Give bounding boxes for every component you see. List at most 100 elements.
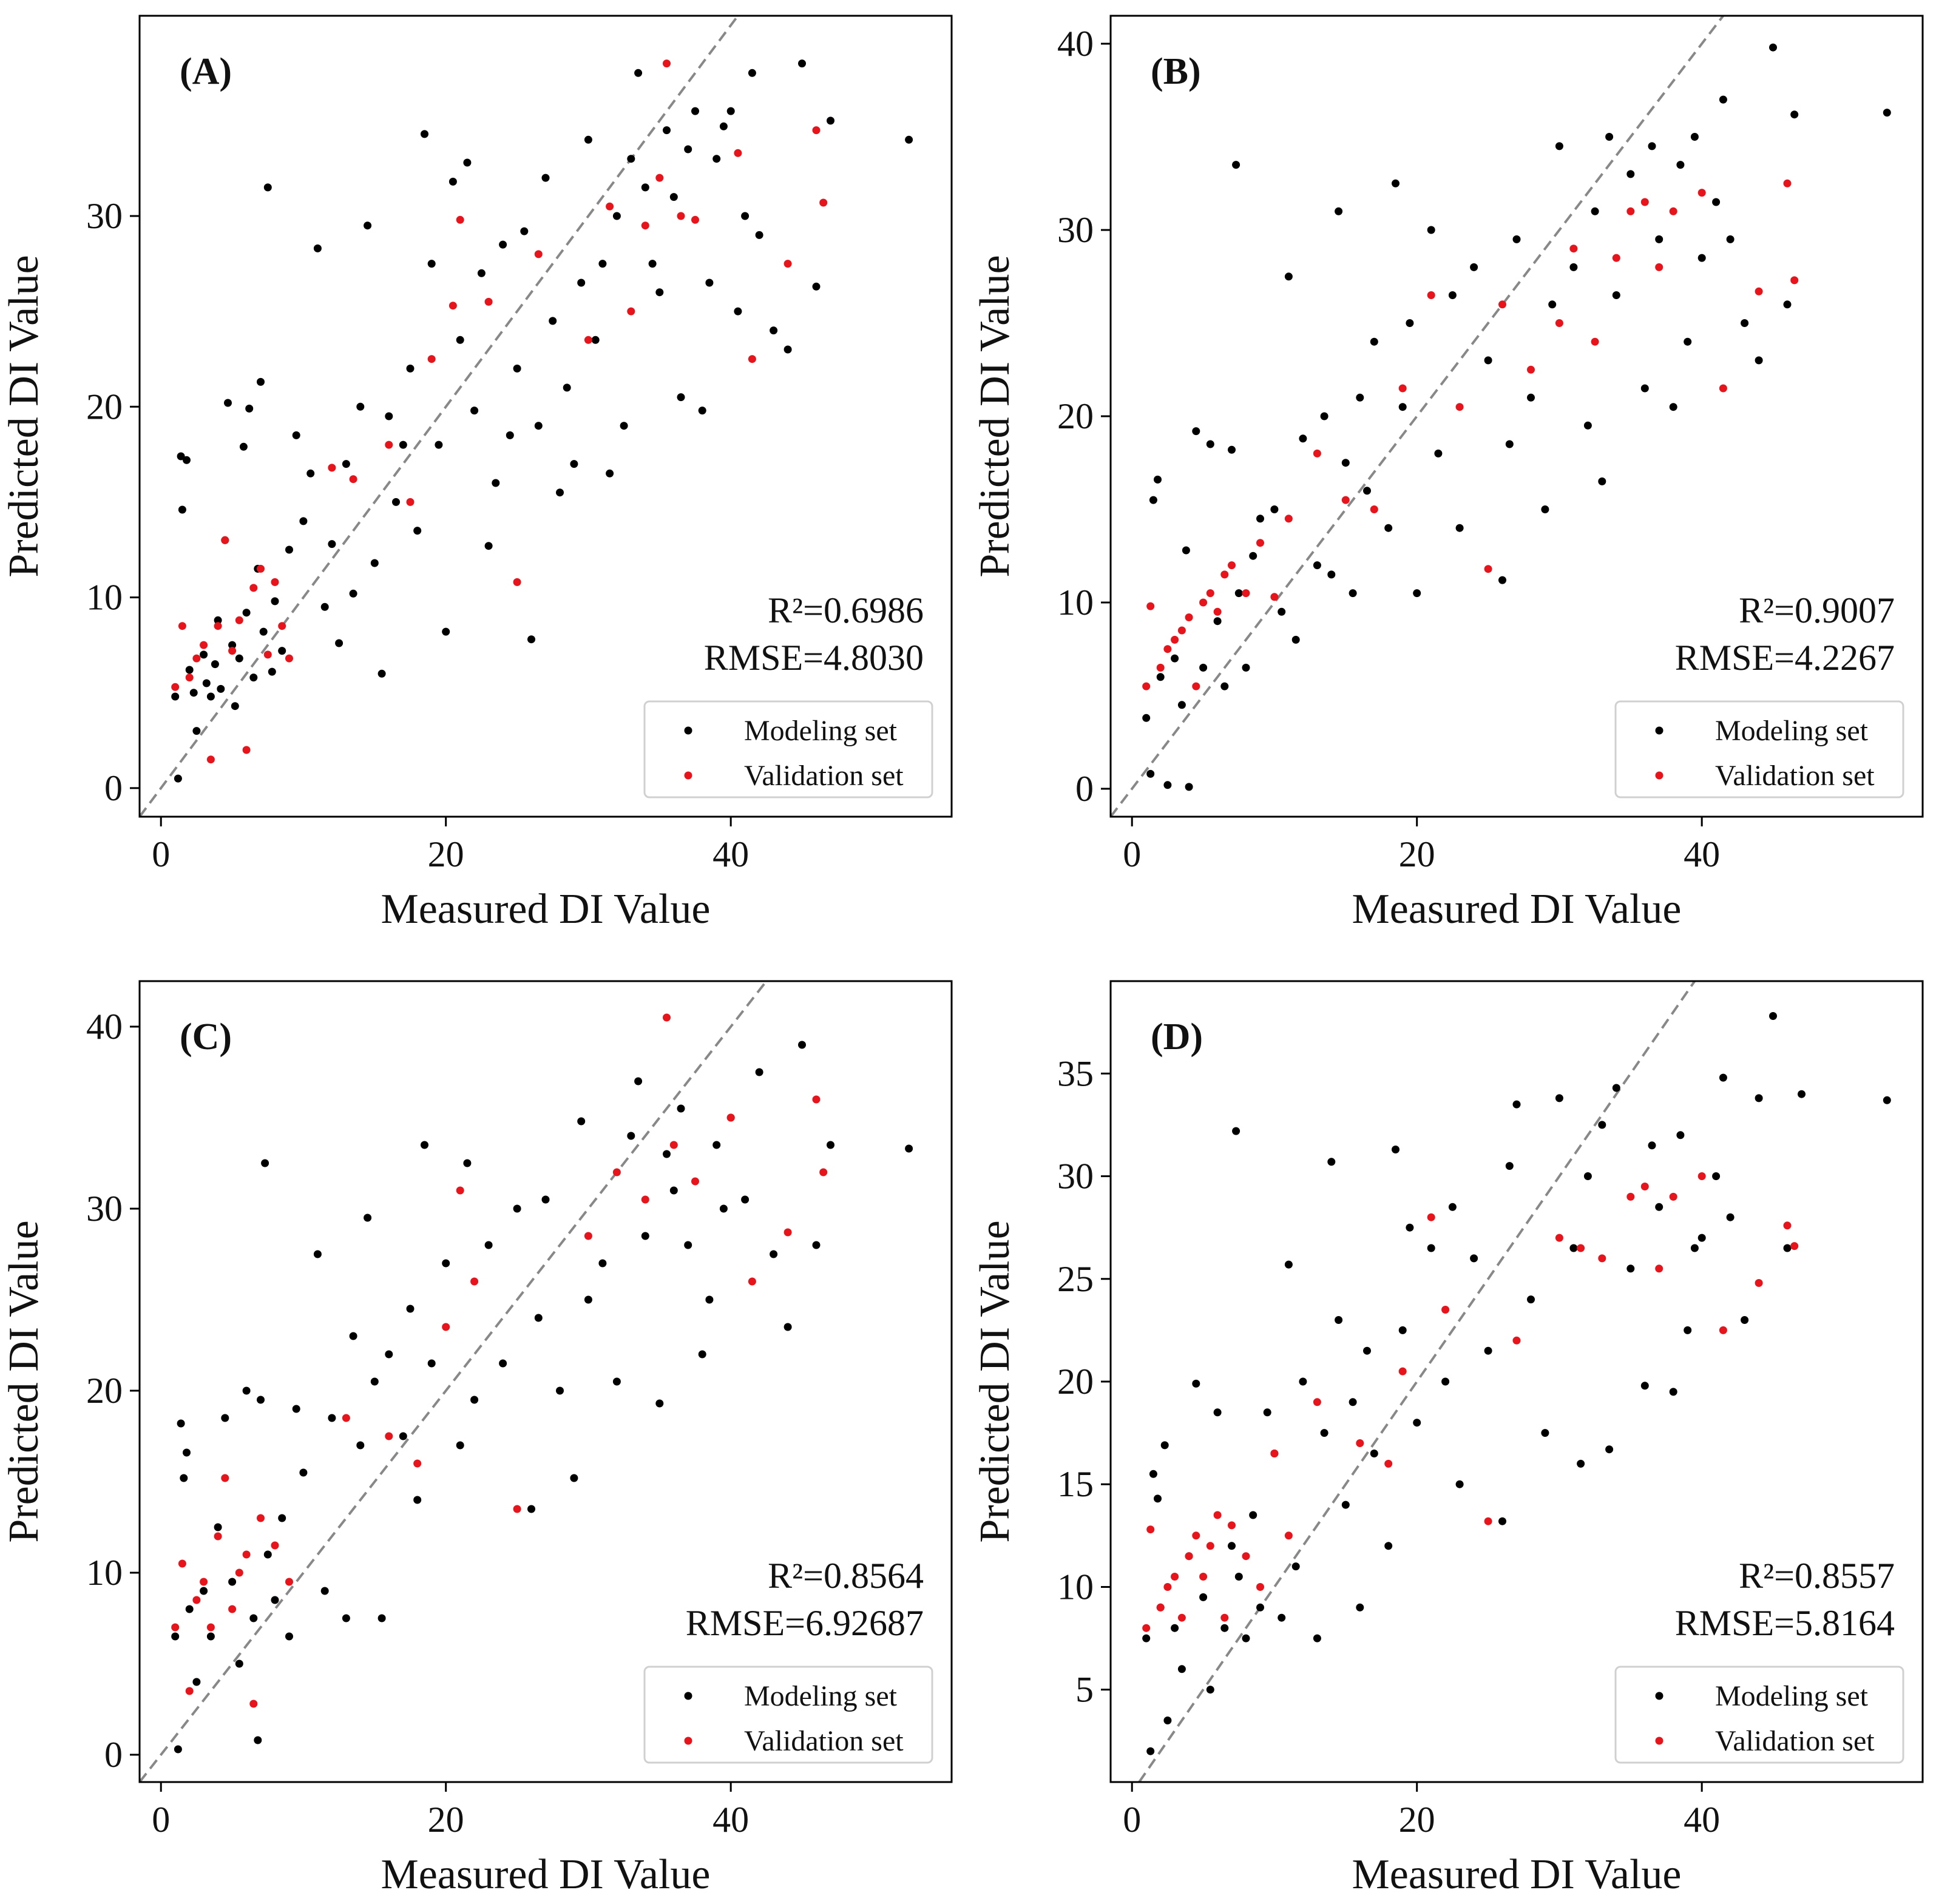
modeling-point [1434,449,1443,457]
modeling-point [1583,1172,1592,1180]
validation-point [1228,1521,1236,1530]
modeling-point [278,1514,286,1522]
validation-set-series [171,59,828,764]
validation-point [1256,1583,1264,1591]
validation-point [200,1578,208,1586]
modeling-point [784,1323,792,1331]
modeling-point [1505,440,1514,448]
modeling-point [1156,673,1165,681]
validation-point [1284,515,1293,523]
validation-point [235,1568,243,1577]
validation-point [612,1168,621,1176]
validation-point [413,1459,422,1468]
modeling-point [1669,403,1677,411]
modeling-point [200,650,208,659]
y-axis-label: Predicted DI Value [1,1220,47,1542]
validation-point [1156,663,1165,672]
modeling-point [271,1596,279,1604]
validation-point [456,1186,464,1195]
modeling-point [1363,487,1371,495]
validation-point [342,1414,350,1422]
modeling-point [1249,552,1257,560]
modeling-point [1719,95,1727,104]
y-tick-label: 10 [86,578,123,618]
modeling-point [1640,1382,1649,1390]
y-tick-label: 5 [1075,1670,1094,1710]
validation-point [178,622,186,630]
validation-point [784,1228,792,1237]
modeling-point [549,317,557,325]
modeling-point [513,364,521,373]
modeling-point [698,407,706,415]
modeling-point [1299,434,1307,443]
plot-frame [1109,15,1924,818]
modeling-point [541,174,550,182]
modeling-point [249,1614,258,1622]
validation-point [1192,682,1200,690]
modeling-point [1149,496,1157,504]
validation-point [185,1687,194,1695]
x-tick-label: 40 [1684,834,1720,874]
r-squared-text: R²=0.8557 [1739,1556,1895,1596]
validation-point [677,212,685,220]
legend-box [1614,1666,1904,1764]
modeling-point [1427,226,1435,234]
validation-point [641,221,649,230]
modeling-point [905,1144,913,1153]
legend: Modeling set Validation set [1614,1666,1904,1764]
modeling-point [313,244,322,252]
y-tick-label: 10 [1057,1567,1094,1607]
validation-point [663,1013,671,1022]
modeling-point [1448,291,1457,299]
validation-point [1598,1254,1606,1263]
validation-point [1790,276,1799,285]
modeling-point [1512,1100,1521,1109]
modeling-point [1755,1094,1763,1102]
validation-point [1146,1525,1155,1534]
x-tick-label: 40 [1684,1800,1720,1840]
modeling-point [770,326,778,335]
modeling-point [1392,179,1400,187]
x-tick-label: 40 [712,1800,749,1840]
validation-point [456,215,464,224]
modeling-point [1455,524,1464,532]
diagonal-reference-line [1138,981,1696,1782]
modeling-point [442,627,450,636]
modeling-point [356,1441,365,1450]
modeling-point [320,603,329,611]
modeling-point [1335,207,1343,215]
modeling-point [905,135,913,144]
legend-label: Validation set [744,760,904,792]
modeling-point [1583,421,1592,430]
modeling-point [192,727,201,735]
validation-point [1192,1531,1200,1540]
modeling-point [1349,589,1357,598]
validation-point [1398,384,1407,393]
modeling-point [1356,1603,1364,1612]
validation-point [726,1113,735,1122]
y-axis-label: Predicted DI Value [972,255,1018,577]
modeling-point [349,589,357,598]
modeling-point [1755,356,1763,365]
modeling-point [1171,654,1179,663]
validation-point [1427,291,1435,299]
modeling-point [456,1441,464,1450]
modeling-point [1278,607,1286,616]
modeling-point [1160,1441,1169,1450]
modeling-point [1199,663,1208,672]
modeling-point [1484,1346,1492,1355]
modeling-point [677,1104,685,1113]
validation-point [1163,645,1172,653]
modeling-point [192,1678,201,1686]
validation-point [1356,1439,1364,1447]
y-tick-label: 0 [1075,769,1094,809]
modeling-point [677,393,685,402]
modeling-point [1398,1326,1407,1334]
modeling-point [499,1359,507,1368]
modeling-point [1448,1203,1457,1211]
modeling-point [563,383,571,392]
modeling-point [1154,475,1162,484]
legend-label: Validation set [1715,1725,1875,1757]
modeling-point [1712,1172,1721,1180]
modeling-point [641,183,649,192]
